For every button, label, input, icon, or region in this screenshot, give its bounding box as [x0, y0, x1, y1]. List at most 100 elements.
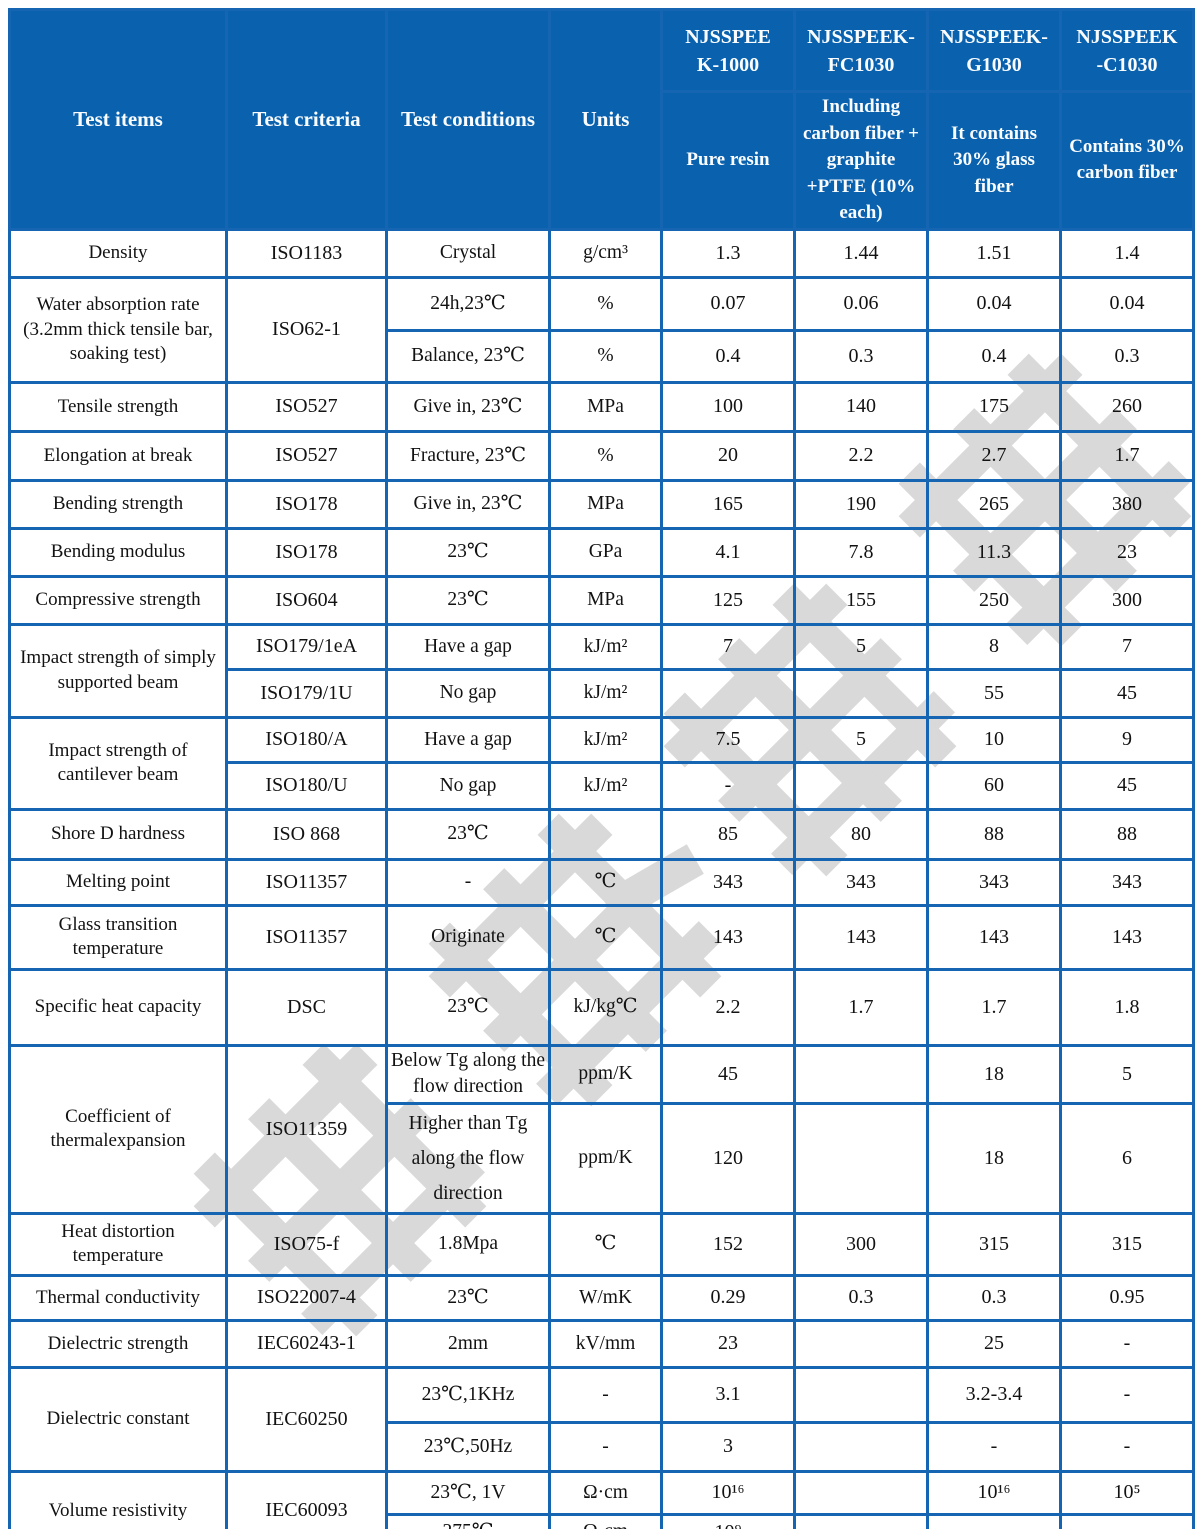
criteria-cell: ISO179/1U [225, 667, 388, 719]
value-cell: 0.4 [926, 328, 1062, 384]
value-cell: 152 [660, 1211, 796, 1277]
criteria-cell: ISO11359 [225, 1043, 388, 1215]
value-cell: 85 [660, 807, 796, 861]
table-row: Impact strength of simply supported beam… [8, 622, 1195, 719]
value-cell [793, 667, 929, 719]
criteria-cell: IEC60250 [225, 1365, 388, 1473]
criteria-cell: ISO604 [225, 574, 388, 626]
item-cell: Heat distortion temperature [8, 1211, 228, 1277]
unit-cell: Ω·cm [548, 1469, 663, 1516]
value-cell: 7 [660, 622, 796, 671]
criteria-cell: ISO22007-4 [225, 1273, 388, 1322]
value-cell: 165 [660, 478, 796, 530]
item-cell: Bending strength [8, 478, 228, 530]
table-row: Balance, 23℃ % 0.4 0.3 0.4 0.3 [10, 328, 1195, 384]
value-cell: 1.51 [926, 227, 1062, 279]
condition-cell: Give in, 23℃ [385, 478, 551, 530]
value-cell: 140 [793, 380, 929, 433]
item-cell: Elongation at break [8, 429, 228, 482]
value-cell [793, 1420, 929, 1473]
value-cell: 3.1 [660, 1365, 796, 1424]
unit-cell: ℃ [548, 903, 663, 971]
table-row: Coefficient of thermalexpansion ISO11359… [8, 1043, 1195, 1215]
condition-cell: 23℃, 1V [385, 1469, 551, 1516]
value-cell: 5 [793, 622, 929, 671]
value-cell: 343 [793, 857, 929, 907]
product-desc-g1030: It contains 30% glass fiber [926, 90, 1062, 231]
table-row: 275℃ Ω·cm 10⁹ - - [10, 1512, 1195, 1529]
condition-cell: 23℃,50Hz [385, 1420, 551, 1473]
value-cell: 10¹⁶ [660, 1469, 796, 1516]
item-cell: Glass transition temperature [8, 903, 228, 971]
header-row-descriptions: Pure resin Including carbon fiber + grap… [10, 90, 1195, 231]
value-cell: 5 [1059, 1043, 1195, 1105]
value-cell: 45 [1059, 667, 1195, 719]
unit-cell: MPa [548, 574, 663, 626]
item-cell: Bending modulus [8, 526, 228, 578]
product-name-k1000: NJSSPEE K-1000 [660, 8, 796, 93]
item-cell: Shore D hardness [8, 807, 228, 861]
value-cell [793, 760, 929, 811]
value-cell: 0.04 [1059, 275, 1195, 332]
header-test-criteria: Test criteria [225, 8, 388, 231]
header-row-names: Test items Test criteria Test conditions… [8, 8, 1195, 231]
value-cell: 55 [926, 667, 1062, 719]
value-cell: - [1059, 1420, 1195, 1473]
value-cell: 1.7 [793, 967, 929, 1047]
unit-cell: W/mK [548, 1273, 663, 1322]
product-name-c1030: NJSSPEEK -C1030 [1059, 8, 1195, 93]
value-cell: 11.3 [926, 526, 1062, 578]
table-row: Glass transition temperature ISO11357 Or… [8, 903, 1195, 971]
item-cell: Dielectric strength [8, 1318, 228, 1369]
value-cell: 10¹⁶ [926, 1469, 1062, 1516]
criteria-cell: ISO11357 [225, 857, 388, 907]
unit-cell: kJ/m² [548, 622, 663, 671]
criteria-cell: ISO62-1 [225, 275, 388, 384]
unit-cell: kJ/m² [548, 760, 663, 811]
condition-cell: 23℃ [385, 807, 551, 861]
value-cell: - [1059, 1512, 1195, 1529]
value-cell: 0.29 [660, 1273, 796, 1322]
value-cell: 7.8 [793, 526, 929, 578]
unit-cell: - [548, 1365, 663, 1424]
unit-cell: - [548, 1420, 663, 1473]
table-row: Melting point ISO11357 - ℃ 343 343 343 3… [8, 857, 1195, 907]
item-cell: Tensile strength [8, 380, 228, 433]
value-cell: 8 [926, 622, 1062, 671]
table-row: Bending strength ISO178 Give in, 23℃ MPa… [8, 478, 1195, 530]
header-test-conditions: Test conditions [385, 8, 551, 231]
condition-cell: No gap [385, 667, 551, 719]
value-cell [793, 1512, 929, 1529]
value-cell: 0.4 [660, 328, 796, 384]
criteria-cell: IEC60243-1 [225, 1318, 388, 1369]
value-cell: 10 [926, 715, 1062, 764]
value-cell: 1.8 [1059, 967, 1195, 1047]
value-cell [793, 1101, 929, 1215]
unit-cell: kJ/kg℃ [548, 967, 663, 1047]
value-cell: 190 [793, 478, 929, 530]
criteria-cell: ISO179/1eA [225, 622, 388, 671]
condition-cell: Give in, 23℃ [385, 380, 551, 433]
criteria-cell: ISO180/A [225, 715, 388, 764]
condition-cell: Fracture, 23℃ [385, 429, 551, 482]
unit-cell: kV/mm [548, 1318, 663, 1369]
unit-cell: ppm/K [548, 1101, 663, 1215]
unit-cell: % [548, 328, 663, 384]
table-row: 23℃,50Hz - 3 - - [10, 1420, 1195, 1473]
value-cell: 9 [1059, 715, 1195, 764]
table-row: Water absorption rate (3.2mm thick tensi… [8, 275, 1195, 384]
value-cell: 343 [1059, 857, 1195, 907]
unit-cell [548, 807, 663, 861]
condition-cell: Crystal [385, 227, 551, 279]
table-row: Compressive strength ISO604 23℃ MPa 125 … [8, 574, 1195, 626]
value-cell: 2.7 [926, 429, 1062, 482]
value-cell: 300 [793, 1211, 929, 1277]
value-cell [793, 1469, 929, 1516]
criteria-cell: ISO 868 [225, 807, 388, 861]
value-cell: 23 [1059, 526, 1195, 578]
unit-cell: ℃ [548, 857, 663, 907]
value-cell: - [1059, 1318, 1195, 1369]
value-cell: 20 [660, 429, 796, 482]
header-test-items: Test items [8, 8, 228, 231]
unit-cell: kJ/m² [548, 667, 663, 719]
